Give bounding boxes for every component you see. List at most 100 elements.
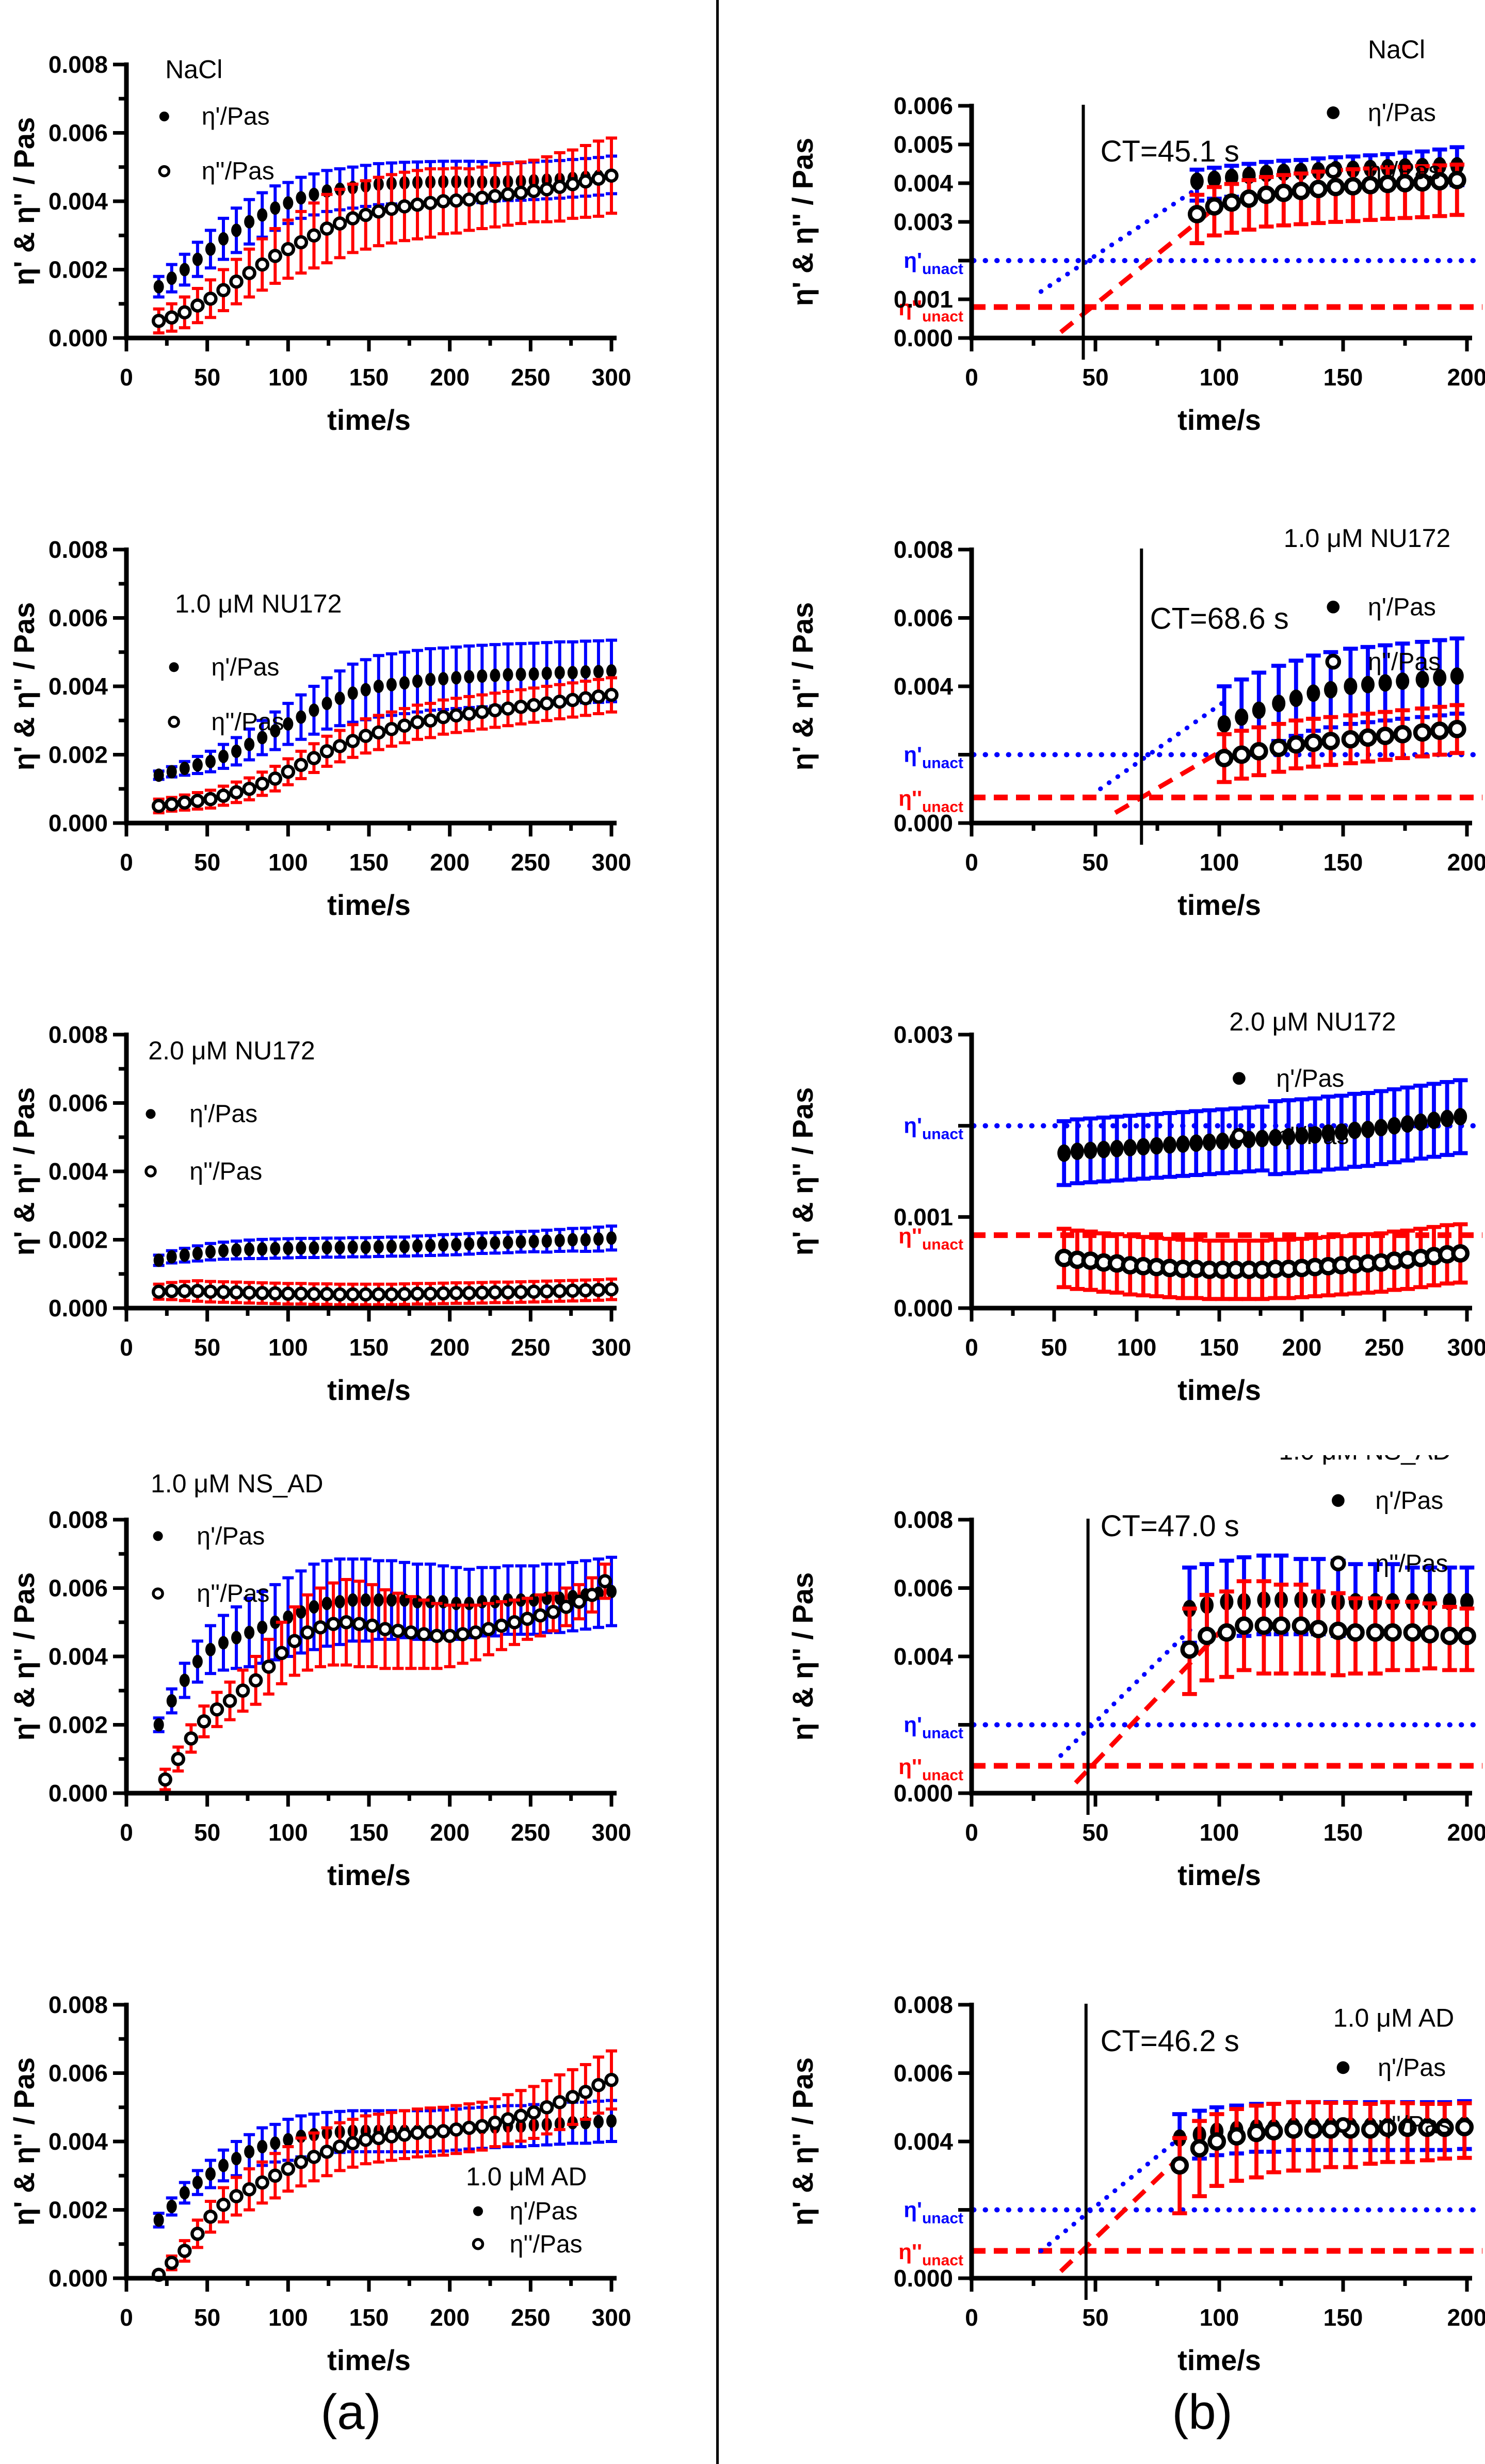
svg-text:0.002: 0.002 bbox=[49, 1712, 108, 1738]
chart-d1: 0 50 100 150 200 250 300 0.000 0.002 0.004 0.006 0.… bbox=[0, 1455, 716, 1940]
axis: 0 50 100 150 200 0.000 0.001 0.003 0.004 0.005 0.0… bbox=[786, 92, 1485, 436]
svg-text:0: 0 bbox=[965, 364, 978, 391]
svg-text:0.002: 0.002 bbox=[49, 742, 108, 768]
chart-a1: 0 50 100 150 200 250 300 0.000 0.002 0.004 0.006 0.… bbox=[0, 0, 716, 485]
svg-text:250: 250 bbox=[1365, 1334, 1405, 1361]
svg-text:300: 300 bbox=[592, 1334, 632, 1361]
axis: 0 50 100 150 200 0.000 0.004 0.006 0.008 time/s η'… bbox=[786, 536, 1485, 921]
series-eta-prime bbox=[153, 1225, 617, 1267]
svg-text:time/s: time/s bbox=[1177, 889, 1261, 921]
svg-text:time/s: time/s bbox=[1177, 2344, 1261, 2376]
svg-text:time/s: time/s bbox=[327, 2344, 411, 2376]
series-eta-double-prime bbox=[151, 2049, 619, 2282]
svg-text:η' & η'' / Pas: η' & η'' / Pas bbox=[786, 2057, 819, 2226]
svg-text:100: 100 bbox=[1200, 2304, 1239, 2331]
svg-text:η'/Pas: η'/Pas bbox=[197, 1523, 265, 1550]
svg-text:0.000: 0.000 bbox=[49, 1780, 108, 1807]
svg-text:η' & η'' / Pas: η' & η'' / Pas bbox=[8, 2057, 40, 2226]
ct-annotation: CT=46.2 s bbox=[1084, 2004, 1239, 2300]
svg-text:0.002: 0.002 bbox=[49, 1227, 108, 1253]
svg-text:200: 200 bbox=[430, 1334, 470, 1361]
svg-text:η' & η'' / Pas: η' & η'' / Pas bbox=[8, 117, 40, 285]
svg-text:η''unact: η''unact bbox=[898, 296, 963, 325]
svg-text:100: 100 bbox=[1200, 849, 1239, 876]
svg-text:time/s: time/s bbox=[327, 1859, 411, 1891]
svg-text:0.008: 0.008 bbox=[49, 1506, 108, 1533]
svg-text:η'/Pas: η'/Pas bbox=[1368, 593, 1436, 621]
axis: 0 50 100 150 200 250 300 0.000 0.001 0.003 time/s η… bbox=[786, 1021, 1485, 1406]
svg-text:300: 300 bbox=[592, 2304, 632, 2331]
axis: 0 50 100 150 200 250 300 0.000 0.002 0.004 0.006 0.… bbox=[8, 536, 631, 921]
svg-text:250: 250 bbox=[511, 364, 551, 391]
svg-text:200: 200 bbox=[1447, 1819, 1485, 1846]
svg-text:150: 150 bbox=[1323, 2304, 1363, 2331]
svg-text:η'/Pas: η'/Pas bbox=[189, 1101, 257, 1128]
svg-text:300: 300 bbox=[592, 364, 632, 391]
svg-text:0.006: 0.006 bbox=[49, 605, 108, 632]
svg-text:CT=68.6 s: CT=68.6 s bbox=[1150, 602, 1289, 636]
svg-text:150: 150 bbox=[349, 364, 389, 391]
svg-text:300: 300 bbox=[1447, 1334, 1485, 1361]
svg-text:200: 200 bbox=[1447, 849, 1485, 876]
svg-text:0.000: 0.000 bbox=[49, 325, 108, 351]
svg-text:η' & η'' / Pas: η' & η'' / Pas bbox=[8, 602, 40, 770]
svg-text:150: 150 bbox=[1323, 849, 1363, 876]
series-eta-prime bbox=[1056, 1078, 1468, 1187]
svg-text:η' & η'' / Pas: η' & η'' / Pas bbox=[786, 138, 819, 306]
svg-text:0: 0 bbox=[965, 849, 978, 876]
svg-text:250: 250 bbox=[511, 849, 551, 876]
legend: 1.0 μM NS_AD η'/Pas η''/Pas bbox=[1279, 1455, 1451, 1577]
fit-lines bbox=[1038, 185, 1214, 334]
svg-text:η''/Pas: η''/Pas bbox=[1368, 648, 1441, 675]
svg-text:η''unact: η''unact bbox=[898, 1754, 963, 1784]
svg-text:50: 50 bbox=[1041, 1334, 1067, 1361]
svg-text:100: 100 bbox=[268, 2304, 308, 2331]
svg-text:1.0 μM AD: 1.0 μM AD bbox=[466, 2162, 587, 2191]
fit-lines bbox=[1098, 698, 1229, 815]
chart-c1: 0 50 100 150 200 250 300 0.000 0.002 0.004 0.006 0.… bbox=[0, 970, 716, 1455]
svg-text:50: 50 bbox=[194, 1819, 220, 1846]
svg-text:150: 150 bbox=[349, 2304, 389, 2331]
fit-lines bbox=[1038, 2135, 1182, 2273]
legend: NaCl η'/Pas η''/Pas bbox=[158, 55, 275, 185]
legend: 1.0 μM NS_AD η'/Pas η''/Pas bbox=[151, 1469, 323, 1607]
svg-text:η' & η'' / Pas: η' & η'' / Pas bbox=[786, 1087, 819, 1255]
svg-text:0.004: 0.004 bbox=[49, 673, 108, 700]
svg-text:η''/Pas: η''/Pas bbox=[1368, 157, 1441, 185]
chart-e2: η'unact η''unact CT=46.2 s 0 50 100 150 200 0.00… bbox=[719, 1940, 1485, 2425]
svg-text:200: 200 bbox=[430, 1819, 470, 1846]
svg-text:η' & η'' / Pas: η' & η'' / Pas bbox=[8, 1572, 40, 1741]
svg-text:0.006: 0.006 bbox=[894, 1575, 953, 1602]
svg-text:50: 50 bbox=[194, 364, 220, 391]
series-eta-double-prime bbox=[151, 676, 619, 815]
svg-text:150: 150 bbox=[1200, 1334, 1239, 1361]
svg-text:CT=46.2 s: CT=46.2 s bbox=[1101, 2024, 1239, 2058]
legend: NaCl η'/Pas η''/Pas bbox=[1325, 35, 1441, 185]
series-eta-double-prime bbox=[151, 1277, 619, 1307]
svg-text:0.000: 0.000 bbox=[894, 1295, 953, 1322]
svg-text:100: 100 bbox=[1117, 1334, 1157, 1361]
svg-text:η'/Pas: η'/Pas bbox=[510, 2198, 578, 2225]
svg-text:η''/Pas: η''/Pas bbox=[1276, 1122, 1349, 1150]
svg-text:300: 300 bbox=[592, 1819, 632, 1846]
ct-annotation: CT=68.6 s bbox=[1140, 549, 1289, 845]
svg-text:0.004: 0.004 bbox=[49, 188, 108, 215]
svg-text:η'/Pas: η'/Pas bbox=[212, 654, 280, 681]
series-eta-double-prime bbox=[151, 136, 619, 335]
svg-text:NaCl: NaCl bbox=[1368, 35, 1425, 64]
svg-text:0: 0 bbox=[965, 1819, 978, 1846]
svg-text:0.008: 0.008 bbox=[894, 1991, 953, 2018]
svg-text:η'unact: η'unact bbox=[903, 743, 963, 772]
legend: 1.0 μM AD η'/Pas η''/Pas bbox=[1333, 2004, 1454, 2139]
svg-text:100: 100 bbox=[268, 1819, 308, 1846]
ct-annotation: CT=47.0 s bbox=[1086, 1509, 1239, 1815]
svg-text:100: 100 bbox=[1200, 364, 1239, 391]
svg-text:0.006: 0.006 bbox=[49, 1090, 108, 1117]
svg-text:1.0 μM AD: 1.0 μM AD bbox=[1333, 2004, 1454, 2033]
svg-text:0.008: 0.008 bbox=[49, 1021, 108, 1048]
svg-text:150: 150 bbox=[1323, 1819, 1363, 1846]
svg-text:η''/Pas: η''/Pas bbox=[212, 708, 284, 736]
svg-text:0.002: 0.002 bbox=[49, 2197, 108, 2224]
svg-text:η'unact: η'unact bbox=[903, 2198, 963, 2227]
